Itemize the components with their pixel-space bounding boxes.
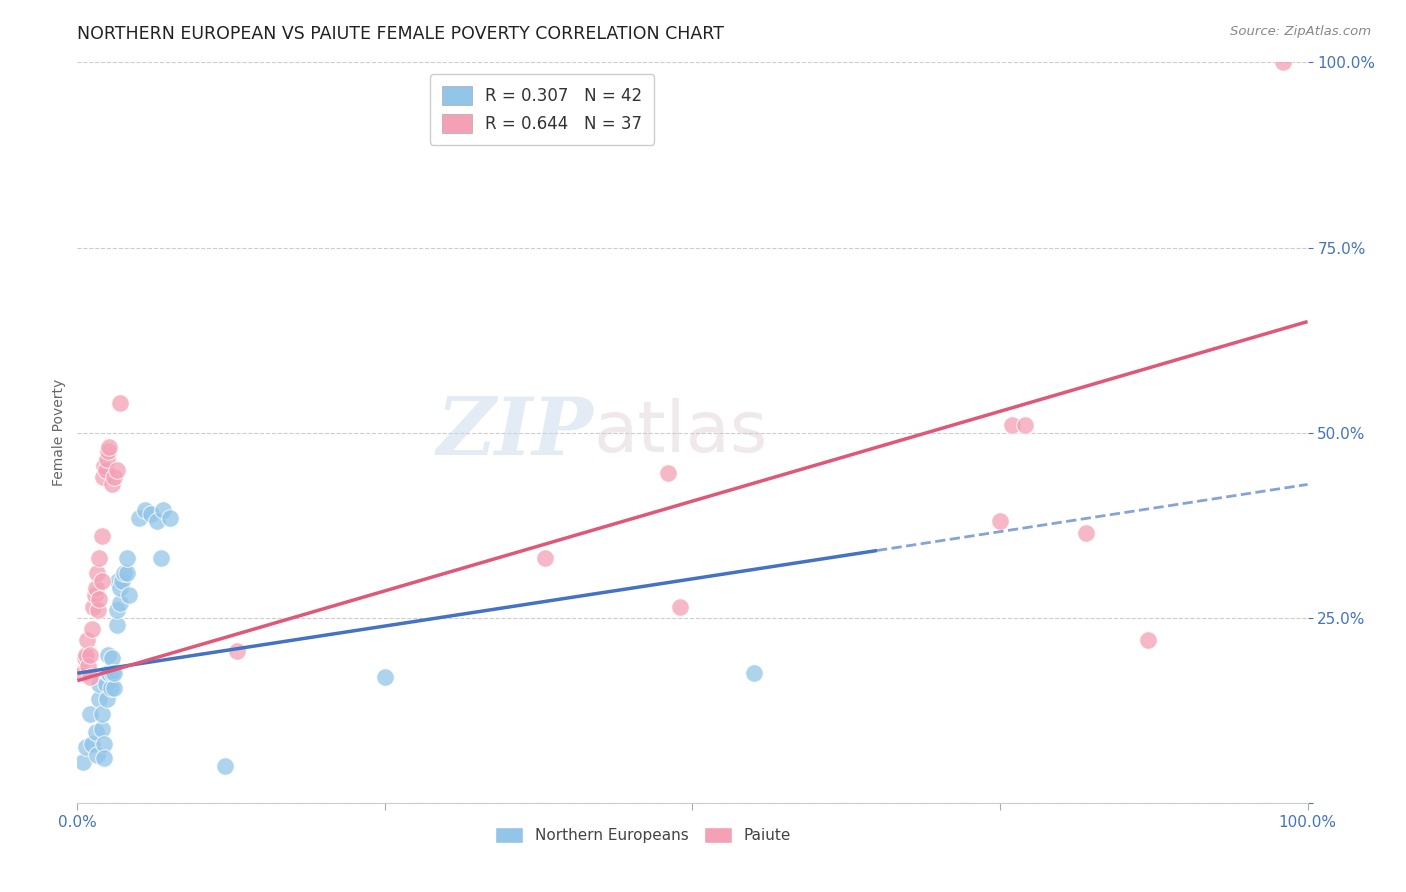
Point: [103, 666, 125, 681]
Point: [105, 618, 128, 632]
Point: [94, 462, 117, 476]
Point: [159, 510, 181, 524]
Point: [75, 648, 97, 662]
Point: [96, 692, 118, 706]
Point: [110, 396, 132, 410]
Point: [86, 566, 108, 581]
Point: [669, 599, 692, 614]
Point: [374, 670, 396, 684]
Point: [214, 758, 236, 772]
Point: [1136, 632, 1159, 647]
Point: [83, 589, 105, 603]
Point: [150, 551, 173, 566]
Point: [110, 581, 132, 595]
Point: [100, 681, 122, 695]
Point: [128, 510, 150, 524]
Point: [72, 755, 94, 769]
Point: [89, 592, 111, 607]
Point: [101, 666, 124, 681]
Point: [79, 648, 101, 662]
Point: [1272, 55, 1295, 70]
Point: [118, 589, 141, 603]
Point: [98, 441, 121, 455]
Point: [75, 740, 97, 755]
Point: [115, 566, 138, 581]
Point: [97, 444, 120, 458]
Point: [110, 596, 132, 610]
Point: [93, 458, 115, 473]
Point: [101, 477, 124, 491]
Point: [90, 529, 114, 543]
Point: [90, 574, 114, 588]
Point: [86, 747, 108, 762]
Point: [103, 470, 125, 484]
Point: [84, 581, 107, 595]
Point: [1001, 418, 1024, 433]
Point: [98, 666, 121, 681]
Point: [988, 515, 1011, 529]
Point: [72, 666, 94, 681]
Point: [91, 470, 114, 484]
Point: [1076, 525, 1098, 540]
Point: [111, 574, 132, 588]
Point: [93, 751, 115, 765]
Point: [112, 566, 135, 581]
Point: [84, 725, 107, 739]
Point: [105, 462, 128, 476]
Text: ZIP: ZIP: [437, 394, 595, 471]
Point: [141, 507, 163, 521]
Point: [76, 632, 98, 647]
Point: [82, 737, 104, 751]
Point: [93, 737, 115, 751]
Point: [89, 692, 111, 706]
Point: [89, 551, 111, 566]
Point: [89, 677, 111, 691]
Point: [77, 658, 100, 673]
Point: [96, 451, 118, 466]
Point: [742, 666, 765, 681]
Text: NORTHERN EUROPEAN VS PAIUTE FEMALE POVERTY CORRELATION CHART: NORTHERN EUROPEAN VS PAIUTE FEMALE POVER…: [77, 25, 724, 43]
Point: [534, 551, 557, 566]
Point: [79, 670, 101, 684]
Point: [90, 722, 114, 736]
Point: [90, 706, 114, 721]
Point: [115, 551, 138, 566]
Y-axis label: Female Poverty: Female Poverty: [52, 379, 66, 486]
Point: [73, 651, 96, 665]
Point: [79, 706, 101, 721]
Point: [657, 467, 679, 481]
Point: [107, 574, 129, 588]
Point: [97, 666, 120, 681]
Point: [97, 648, 120, 662]
Point: [103, 681, 125, 695]
Point: [134, 503, 156, 517]
Point: [94, 677, 117, 691]
Text: atlas: atlas: [595, 398, 769, 467]
Point: [1014, 418, 1036, 433]
Point: [101, 651, 124, 665]
Point: [226, 644, 249, 658]
Point: [146, 515, 169, 529]
Point: [87, 603, 110, 617]
Point: [105, 603, 128, 617]
Text: Source: ZipAtlas.com: Source: ZipAtlas.com: [1230, 25, 1371, 38]
Point: [152, 503, 174, 517]
Point: [82, 599, 104, 614]
Legend: Northern Europeans, Paiute: Northern Europeans, Paiute: [488, 820, 799, 851]
Point: [82, 622, 104, 636]
